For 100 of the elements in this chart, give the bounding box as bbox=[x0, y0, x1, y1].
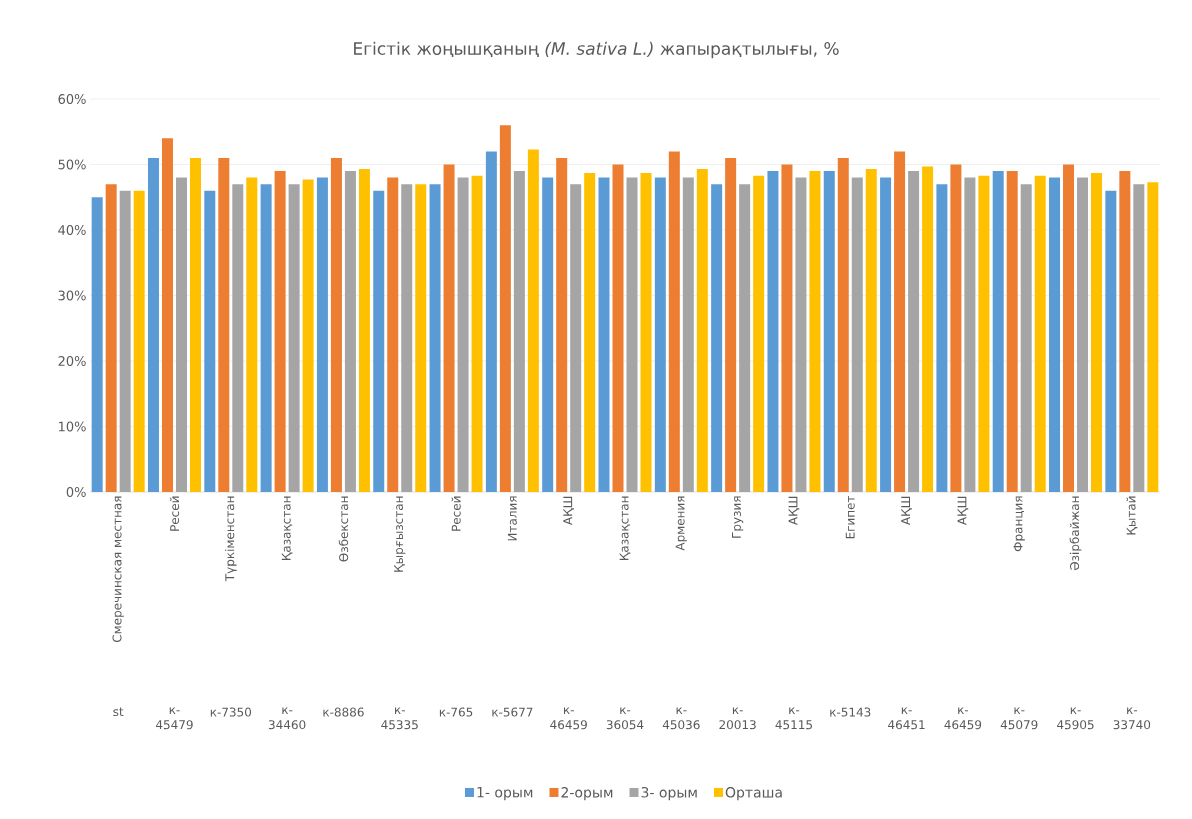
bar bbox=[175, 177, 187, 492]
bar bbox=[640, 173, 652, 492]
legend-label: 1- орым bbox=[477, 787, 533, 801]
bar bbox=[1119, 171, 1131, 492]
bar bbox=[485, 151, 497, 492]
bar bbox=[570, 184, 582, 492]
text: к-46451 bbox=[888, 707, 925, 730]
y-tick-label: 20% bbox=[58, 356, 86, 366]
bar bbox=[527, 149, 539, 492]
bar bbox=[415, 184, 427, 492]
text: к-36054 bbox=[606, 707, 644, 730]
bar bbox=[457, 177, 469, 492]
x-tick-label: Қазақстан bbox=[281, 496, 293, 560]
x-tick-label: АҚШ bbox=[788, 496, 800, 525]
text: к-45479 bbox=[155, 707, 193, 730]
text: к-46459 bbox=[944, 707, 982, 730]
x-tick-label: АҚШ bbox=[957, 496, 969, 525]
bar bbox=[189, 157, 201, 492]
x-tick-label: Египет bbox=[845, 495, 855, 539]
bar bbox=[246, 177, 258, 492]
bar bbox=[936, 184, 948, 492]
text: к-5143 bbox=[830, 707, 871, 717]
bar bbox=[105, 184, 117, 492]
bar bbox=[654, 177, 666, 492]
x-tick-label: Ресей bbox=[451, 496, 461, 531]
legend-label: 3- орым bbox=[641, 787, 697, 801]
bar bbox=[161, 138, 173, 492]
chart-title: Егістік жоңышқаның (M. sativa L.) жапырақтылығы, % bbox=[354, 41, 839, 59]
y-tick-label: 10% bbox=[59, 421, 86, 432]
bar bbox=[711, 184, 723, 492]
bar bbox=[922, 166, 934, 492]
bar bbox=[964, 177, 976, 492]
bar bbox=[1077, 177, 1089, 492]
text: к-45335 bbox=[381, 707, 418, 730]
text: к-7350 bbox=[210, 707, 252, 717]
x-tick-label: Армения bbox=[675, 496, 687, 551]
bar bbox=[823, 171, 835, 492]
x-tick-label: Әзірбайжан bbox=[1069, 496, 1082, 571]
x-tick-label: АҚШ bbox=[563, 496, 575, 525]
bar bbox=[1049, 177, 1061, 492]
bar bbox=[556, 157, 568, 492]
text: к-765 bbox=[439, 707, 473, 717]
legend-label: Орташа bbox=[725, 787, 782, 801]
bar bbox=[91, 197, 103, 492]
bar bbox=[781, 164, 793, 492]
bar bbox=[1063, 164, 1075, 492]
bar bbox=[1105, 190, 1117, 492]
y-tick-label: 0% bbox=[66, 487, 86, 497]
bar bbox=[147, 157, 159, 492]
bar bbox=[1091, 173, 1103, 492]
bar bbox=[232, 184, 244, 492]
bar bbox=[865, 169, 877, 492]
bar bbox=[513, 171, 525, 492]
bar bbox=[584, 173, 596, 492]
bar bbox=[471, 175, 483, 492]
bar bbox=[401, 184, 413, 492]
x-tick-label: Грузия bbox=[732, 496, 744, 538]
y-tick-label: 30% bbox=[58, 290, 86, 301]
bar bbox=[837, 157, 849, 492]
bar bbox=[204, 190, 216, 492]
text: к-33740 bbox=[1113, 707, 1151, 730]
bar bbox=[542, 177, 554, 492]
x-tick-label: Қазақстан bbox=[619, 496, 631, 560]
x-tick-label: Франция bbox=[1013, 496, 1025, 552]
bar bbox=[809, 171, 821, 492]
bar bbox=[612, 164, 624, 492]
x-tick-label: Қырғызстан bbox=[394, 496, 406, 572]
legend-label: 2-орым bbox=[561, 787, 613, 801]
bar bbox=[344, 171, 356, 492]
text: к-20013 bbox=[719, 707, 756, 730]
bar bbox=[1034, 175, 1046, 492]
bar bbox=[696, 169, 708, 492]
bar bbox=[387, 177, 399, 492]
bar bbox=[851, 177, 863, 492]
bar bbox=[288, 184, 300, 492]
bar bbox=[894, 151, 906, 492]
text: к-45115 bbox=[775, 707, 812, 730]
bar bbox=[725, 157, 737, 492]
bar bbox=[668, 151, 680, 492]
bar bbox=[880, 177, 892, 492]
bar bbox=[598, 177, 610, 492]
bar bbox=[767, 171, 779, 492]
bar bbox=[260, 184, 272, 492]
bar bbox=[626, 177, 638, 492]
bar bbox=[908, 171, 920, 492]
bar bbox=[330, 157, 342, 492]
bar bbox=[373, 190, 385, 492]
x-tick-label: АҚШ bbox=[901, 496, 912, 525]
bar bbox=[133, 190, 145, 492]
bar bbox=[274, 171, 286, 492]
bar bbox=[795, 177, 807, 492]
text: st bbox=[113, 707, 124, 717]
x-tick-label: Өзбекстан bbox=[338, 496, 349, 562]
bar bbox=[1147, 182, 1159, 492]
bar bbox=[218, 157, 230, 492]
bar bbox=[443, 164, 455, 492]
x-tick-label: Түркіменстан bbox=[225, 496, 237, 582]
y-tick-label: 60% bbox=[58, 94, 86, 104]
bar bbox=[1020, 184, 1032, 492]
bar bbox=[358, 169, 370, 492]
